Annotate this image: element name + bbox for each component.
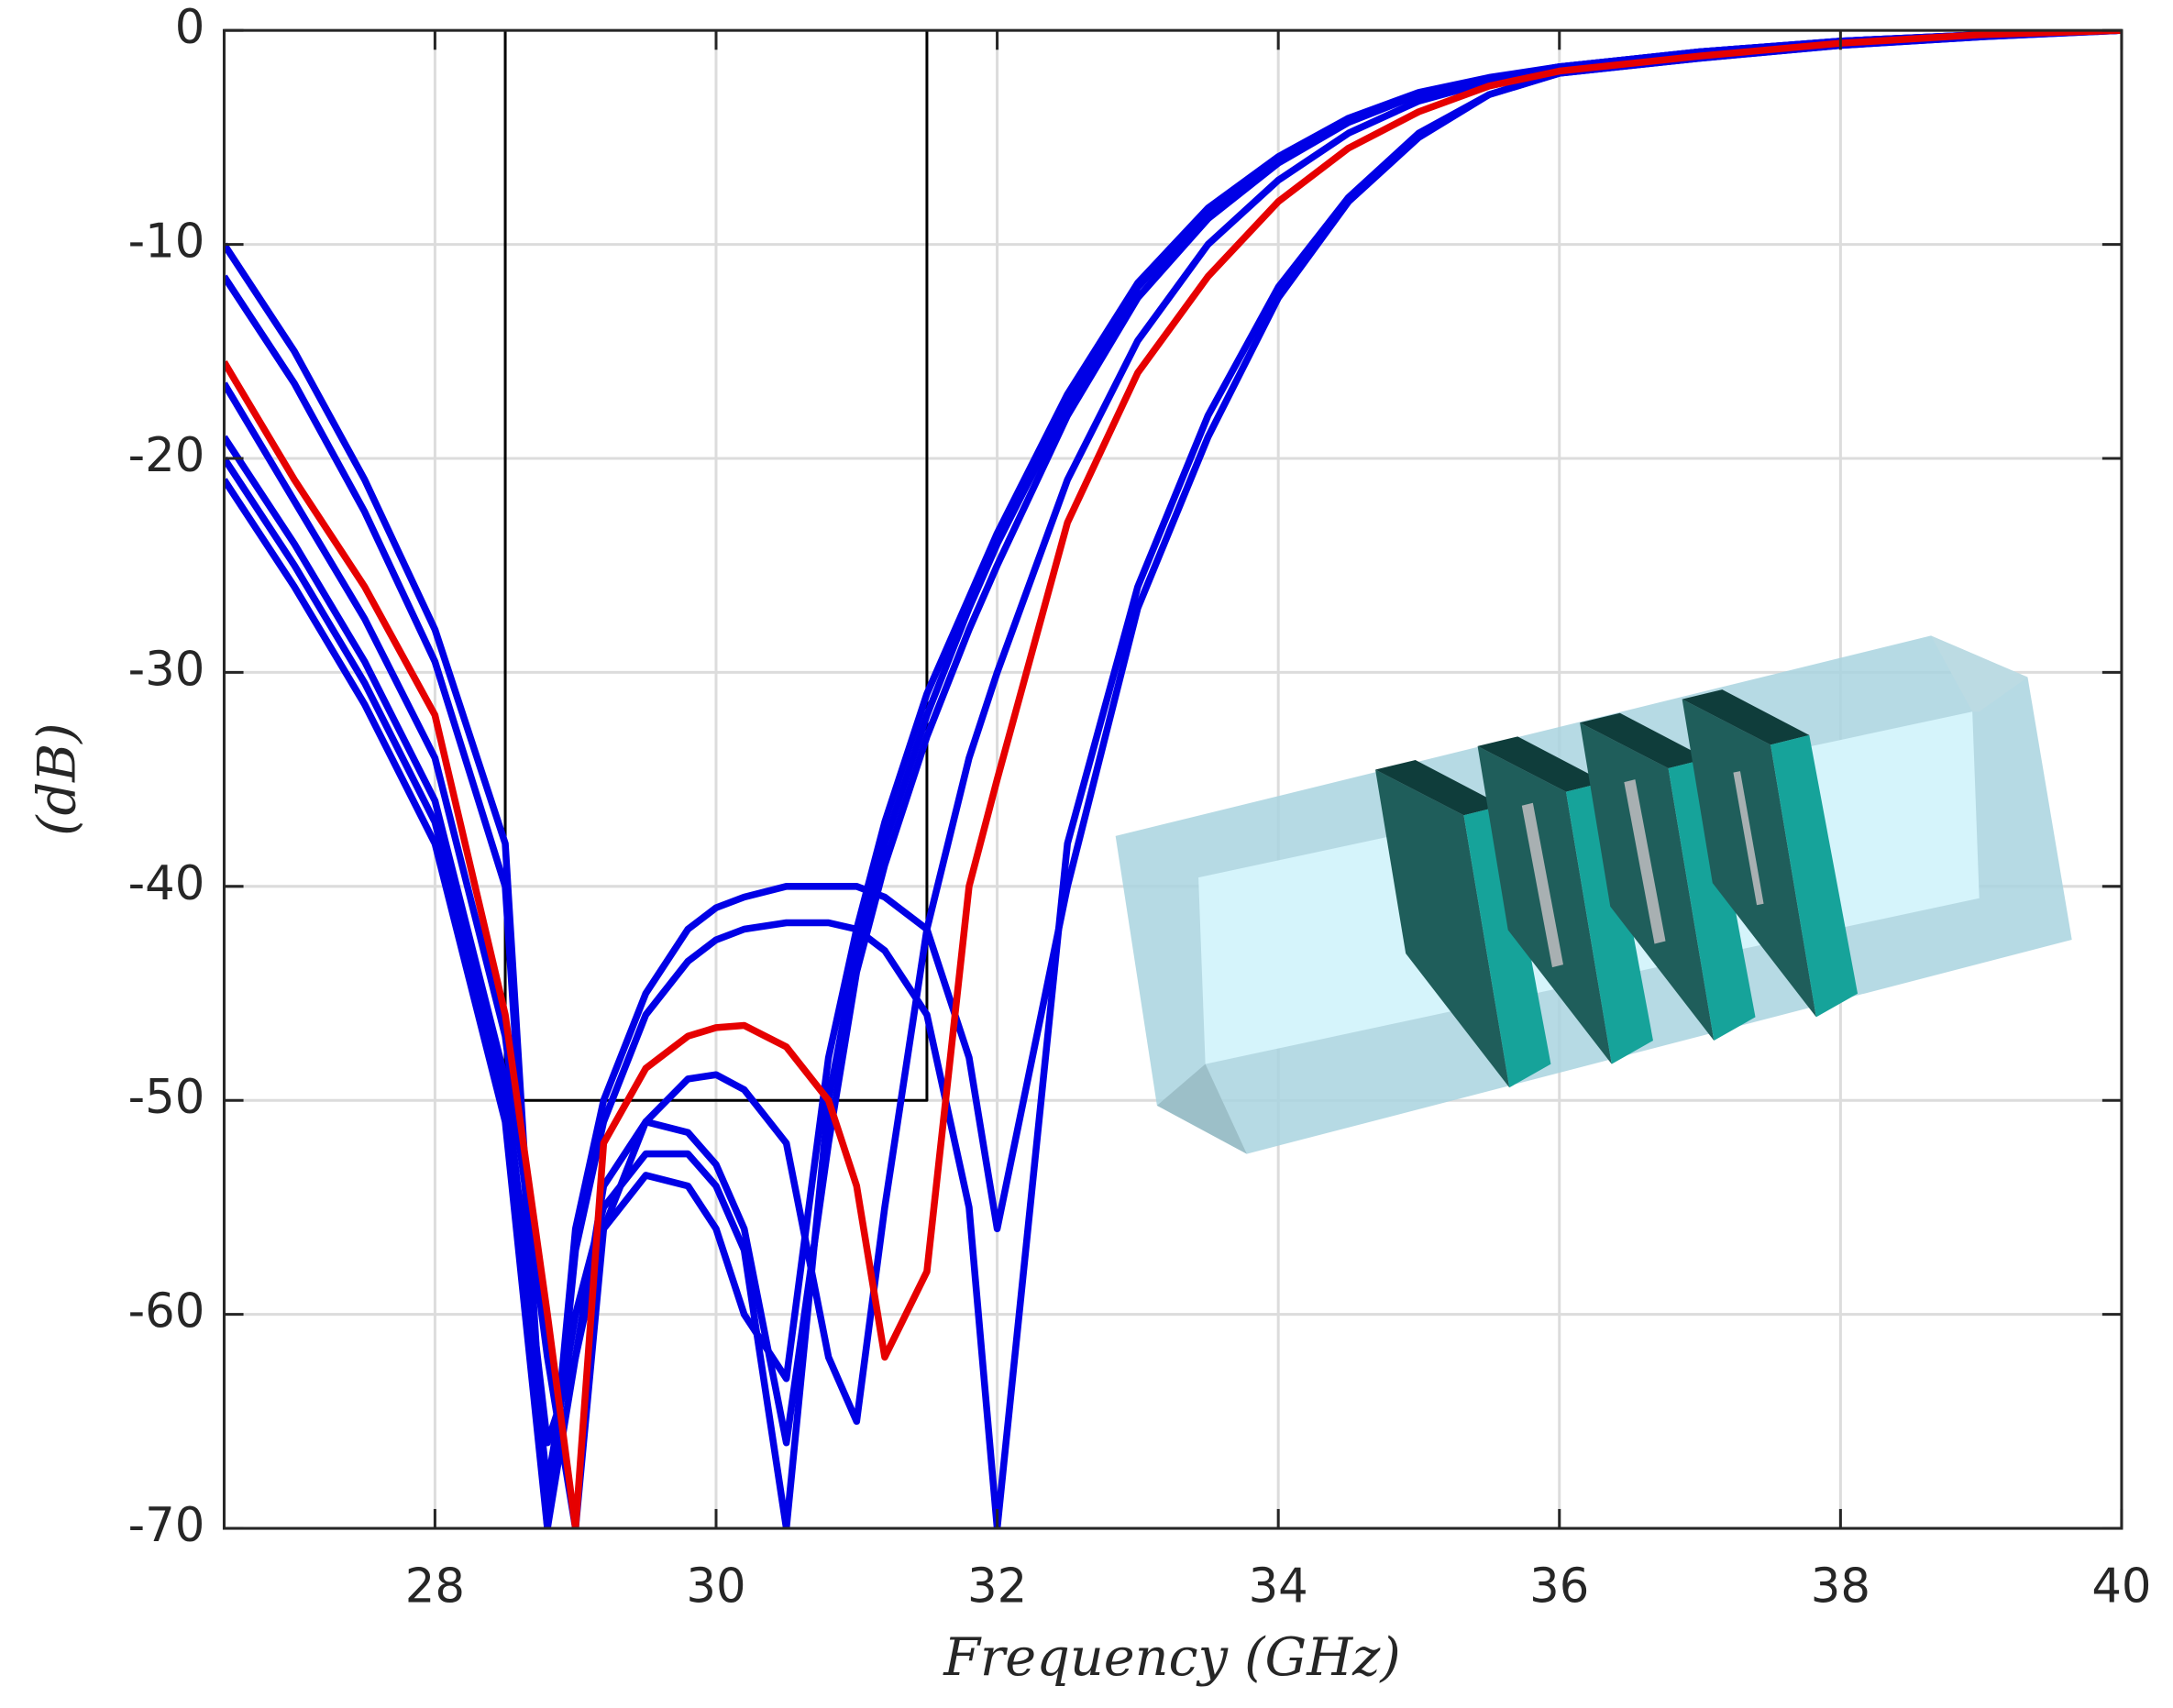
y-tick-label: -20 [128, 428, 205, 483]
x-tick-label: 28 [405, 1559, 465, 1614]
y-tick-label: -50 [128, 1070, 205, 1125]
y-tick-label: -40 [128, 856, 205, 911]
series-line [224, 30, 2122, 1529]
plate [1477, 736, 1653, 1064]
y-tick-label: -60 [128, 1284, 205, 1339]
y-tick-label: -30 [128, 642, 205, 697]
y-tick-label: -70 [128, 1498, 205, 1553]
plate [1682, 689, 1859, 1018]
mask-line [503, 30, 929, 1102]
series-line [224, 30, 2122, 1529]
inset-waveguide [1115, 635, 2072, 1154]
plot-frame [222, 28, 2123, 1530]
plate [1580, 712, 1756, 1041]
x-tick-label: 40 [2091, 1559, 2151, 1614]
x-tick-label: 34 [1249, 1559, 1308, 1614]
x-tick-label: 36 [1529, 1559, 1589, 1614]
plate [1375, 760, 1551, 1088]
y-tick-label: 0 [175, 0, 205, 55]
y-tick-label: -10 [128, 215, 205, 270]
plates [1375, 689, 1859, 1088]
ticks: -70 -60 -50 -40 -30 -20 -10 0 28 30 32 34 36 38 40 [128, 0, 2152, 1614]
x-tick-label: 38 [1811, 1559, 1870, 1614]
y-axis-label: (dB) [27, 722, 88, 835]
x-tick-label: 32 [967, 1559, 1027, 1614]
x-axis-label: Frequency (GHz) [943, 1626, 1400, 1688]
lines [224, 30, 2122, 1529]
waveguide-corner [1156, 1063, 1247, 1154]
x-tick-label: 30 [686, 1559, 745, 1614]
series-line [224, 30, 2122, 1529]
waveguide-corner [1930, 635, 2028, 712]
